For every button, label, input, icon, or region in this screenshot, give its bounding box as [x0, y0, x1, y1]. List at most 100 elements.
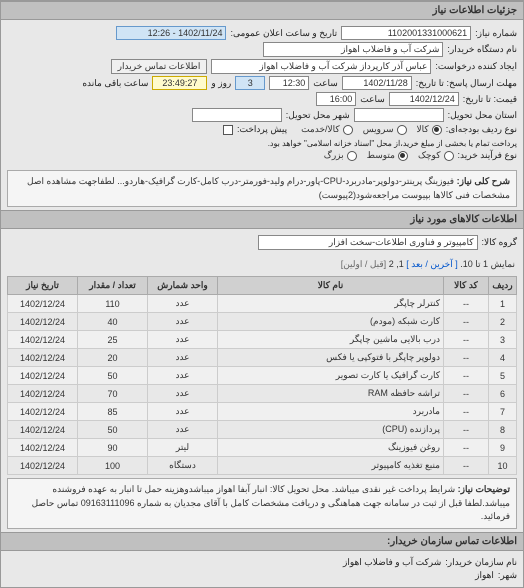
table-cell: 1402/12/24 [8, 403, 78, 421]
table-cell: 1 [489, 295, 517, 313]
trans-radio-medium[interactable]: متوسط [367, 150, 408, 161]
pagination-first: [قبل / اولین] [341, 259, 387, 269]
budget-radio-service[interactable]: سرویس [363, 124, 407, 135]
pagination: نمایش 1 تا 10. [ آخرین / بعد ] 1, 2 [قبل… [1, 256, 523, 273]
group-value: کامپیوتر و فناوری اطلاعات-سخت افزار [258, 235, 478, 250]
price-to-label: قیمت: تا تاریخ: [463, 94, 517, 105]
table-cell: -- [444, 295, 489, 313]
items-section-title: اطلاعات کالاهای مورد نیاز [1, 210, 523, 229]
delivery-city-value [192, 108, 282, 122]
table-cell: مادربرد [218, 403, 444, 421]
pagination-next[interactable]: بعد ] [406, 259, 423, 269]
table-row: 8--پردازنده (CPU)عدد501402/12/24 [8, 421, 517, 439]
col-code: کد کالا [444, 277, 489, 295]
panel-title: جزئیات اطلاعات نیاز [1, 1, 523, 20]
table-cell: 6 [489, 385, 517, 403]
radio-icon [398, 151, 408, 161]
delivery-province-label: استان محل تحویل: [448, 110, 517, 121]
table-cell: 50 [78, 367, 148, 385]
table-row: 6--تراشه حافظه RAMعدد701402/12/24 [8, 385, 517, 403]
pagination-range: نمایش 1 تا 10. [460, 259, 515, 269]
col-qty: تعداد / مقدار [78, 277, 148, 295]
prepay-desc: پرداخت تمام یا بخشی از مبلغ خرید،از محل … [268, 139, 517, 148]
radio-icon [397, 125, 407, 135]
table-cell: 110 [78, 295, 148, 313]
delivery-province-value [354, 108, 444, 122]
table-row: 3--درب بالایی ماشین چاپگرعدد251402/12/24 [8, 331, 517, 349]
reply-date: 1402/11/28 [342, 76, 412, 90]
budget-radio-cash[interactable]: کالا [417, 124, 442, 135]
table-cell: تراشه حافظه RAM [218, 385, 444, 403]
prepay-checkbox[interactable] [223, 125, 233, 135]
table-cell: دولوپر چاپگر با فتوکپی یا فکس [218, 349, 444, 367]
reply-time-label: ساعت [313, 78, 338, 89]
trans-radio-large-label: بزرگ [324, 150, 344, 161]
requester-value: عباس آذر کارپرداز شرکت آب و فاضلاب اهواز [211, 59, 431, 74]
notes-box: توضیحات نیاز: شرایط پرداخت غیر نقدی میبا… [7, 478, 517, 529]
table-cell: -- [444, 457, 489, 475]
table-cell: -- [444, 385, 489, 403]
table-cell: 3 [489, 331, 517, 349]
price-date: 1402/12/24 [389, 92, 459, 106]
table-cell: 1402/12/24 [8, 457, 78, 475]
table-cell: -- [444, 439, 489, 457]
trans-radio-small[interactable]: کوچک [418, 150, 454, 161]
table-cell: 10 [489, 457, 517, 475]
buyer-name-label: نام دستگاه خریدار: [447, 44, 517, 55]
table-cell: -- [444, 367, 489, 385]
col-date: تاریخ نیاز [8, 277, 78, 295]
table-cell: 100 [78, 457, 148, 475]
table-cell: لیتر [148, 439, 218, 457]
table-cell: 1402/12/24 [8, 331, 78, 349]
table-cell: -- [444, 331, 489, 349]
trans-radio-large[interactable]: بزرگ [324, 150, 357, 161]
table-cell: منبع تغذیه کامپیوتر [218, 457, 444, 475]
items-table: ردیف کد کالا نام کالا واحد شمارش تعداد /… [7, 276, 517, 475]
table-cell: -- [444, 313, 489, 331]
contact-buyer-button[interactable]: اطلاعات تماس خریدار [111, 59, 208, 74]
table-cell: 9 [489, 439, 517, 457]
remain-label1: روز و [211, 78, 231, 89]
footer-city-value: اهواز [475, 570, 494, 581]
pagination-last[interactable]: [ آخرین / [425, 259, 457, 269]
remain-label2: ساعت باقی مانده [82, 78, 148, 89]
table-cell: 7 [489, 403, 517, 421]
table-header-row: ردیف کد کالا نام کالا واحد شمارش تعداد /… [8, 277, 517, 295]
table-cell: عدد [148, 367, 218, 385]
budget-radio-both[interactable]: کالا/خدمت [301, 124, 353, 135]
radio-icon [432, 125, 442, 135]
budget-row-label: نوع ردیف بودجه‌ای: [446, 124, 517, 135]
table-cell: درب بالایی ماشین چاپگر [218, 331, 444, 349]
footer-city-label: شهر: [498, 570, 517, 581]
overall-desc-text: فیوزینگ پرینتر-دولوپر-مادربرد-CPU-پاور-د… [27, 176, 510, 200]
reply-time: 12:30 [269, 76, 309, 90]
table-row: 1--کنترلر چاپگرعدد1101402/12/24 [8, 295, 517, 313]
trans-type-label: نوع فرآیند خرید: [458, 150, 518, 161]
table-cell: 8 [489, 421, 517, 439]
requester-label: ایجاد کننده درخواست: [435, 61, 517, 72]
table-cell: 1402/12/24 [8, 295, 78, 313]
table-cell: 1402/12/24 [8, 385, 78, 403]
remain-time: 23:49:27 [152, 76, 207, 90]
form-area: شماره نیاز: 1102001331000621 تاریخ و ساع… [1, 20, 523, 167]
announce-label: تاریخ و ساعت اعلان عمومی: [230, 28, 337, 39]
table-cell: روغن فیوزینگ [218, 439, 444, 457]
col-unit: واحد شمارش [148, 277, 218, 295]
table-row: 7--مادربردعدد851402/12/24 [8, 403, 517, 421]
table-cell: کارت شبکه (مودم) [218, 313, 444, 331]
table-cell: 1402/12/24 [8, 349, 78, 367]
trans-radio-medium-label: متوسط [367, 150, 395, 161]
table-cell: کارت گرافیک یا کارت تصویر [218, 367, 444, 385]
table-cell: 2 [489, 313, 517, 331]
table-cell: 1402/12/24 [8, 313, 78, 331]
table-cell: پردازنده (CPU) [218, 421, 444, 439]
table-cell: -- [444, 403, 489, 421]
table-cell: 1402/12/24 [8, 367, 78, 385]
table-cell: 1402/12/24 [8, 421, 78, 439]
table-row: 2--کارت شبکه (مودم)عدد401402/12/24 [8, 313, 517, 331]
table-cell: -- [444, 349, 489, 367]
request-no-value: 1102001331000621 [341, 26, 471, 40]
footer-org-value: شرکت آب و فاضلاب اهواز [343, 557, 441, 568]
table-cell: 20 [78, 349, 148, 367]
request-no-label: شماره نیاز: [475, 28, 517, 39]
